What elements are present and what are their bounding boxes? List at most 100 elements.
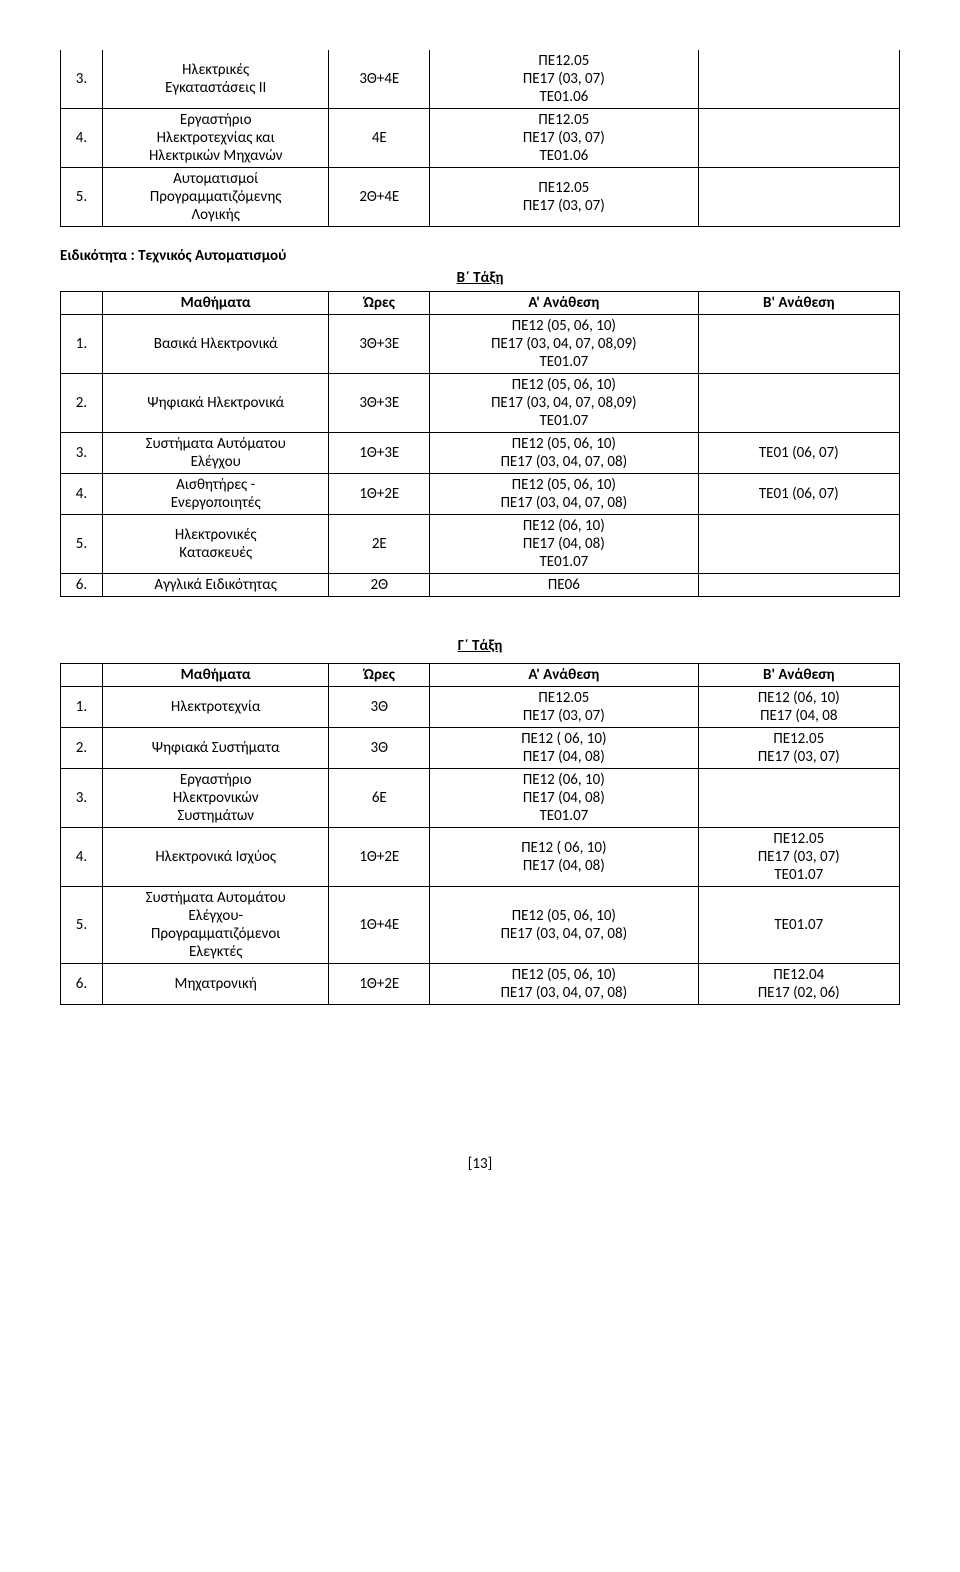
line: ΤΕ01.06	[539, 88, 588, 106]
row-num: 4.	[61, 474, 103, 515]
class-b-title: Β΄ Τάξη	[60, 269, 900, 287]
page-number: [13]	[60, 1155, 900, 1173]
header-math: Μαθήματα	[102, 664, 329, 687]
hours: 2Θ+4Ε	[329, 168, 430, 227]
line: Προγραμματιζόμενοι	[151, 925, 280, 943]
line: ΠΕ17 (03, 07)	[523, 197, 605, 215]
a-assignment: ΠΕ12.05 ΠΕ17 (03, 07)	[430, 687, 698, 728]
row-num: 4.	[61, 828, 103, 887]
line: Ελεγκτές	[189, 943, 242, 961]
line: ΤΕ01.07	[539, 412, 588, 430]
b-assignment: ΠΕ12.04 ΠΕ17 (02, 06)	[698, 964, 899, 1005]
line: ΠΕ12 (05, 06, 10)	[512, 317, 616, 335]
line: ΠΕ17 (03, 07)	[758, 748, 840, 766]
line: ΠΕ12 ( 06, 10)	[521, 730, 606, 748]
b-assignment	[698, 50, 899, 109]
line: Αισθητήρες -	[176, 476, 255, 494]
line: ΠΕ12 (05, 06, 10)	[512, 476, 616, 494]
line: ΠΕ12 (06, 10)	[758, 689, 840, 707]
line: ΤΕ01.07	[539, 553, 588, 571]
table-row: 3. Εργαστήριο Ηλεκτρονικών Συστημάτων 6Ε…	[61, 769, 900, 828]
hours: 1Θ+2Ε	[329, 964, 430, 1005]
table-row: 4. Εργαστήριο Ηλεκτροτεχνίας και Ηλεκτρι…	[61, 109, 900, 168]
row-num: 2.	[61, 728, 103, 769]
top-table: 3. Ηλεκτρικές Εγκαταστάσεις ΙΙ 3Θ+4Ε ΠΕ1…	[60, 50, 900, 227]
table-row: 4. Αισθητήρες - Ενεργοποιητές 1Θ+2Ε ΠΕ12…	[61, 474, 900, 515]
table-row: 1. Ηλεκτροτεχνία 3Θ ΠΕ12.05 ΠΕ17 (03, 07…	[61, 687, 900, 728]
b-assignment: ΠΕ12.05 ΠΕ17 (03, 07) ΤΕ01.07	[698, 828, 899, 887]
line: Εργαστήριο	[180, 111, 252, 129]
line: ΠΕ17 (03, 07)	[523, 707, 605, 725]
table-row: 2. Ψηφιακά Ηλεκτρονικά 3Θ+3Ε ΠΕ12 (05, 0…	[61, 374, 900, 433]
line: Ηλεκτρικές	[182, 61, 249, 79]
table-row: 5. Αυτοματισμοί Προγραμματιζόμενης Λογικ…	[61, 168, 900, 227]
line: ΠΕ12.04	[773, 966, 824, 984]
b-assignment: ΤΕ01 (06, 07)	[698, 433, 899, 474]
b-assignment	[698, 574, 899, 597]
subject-name: Ηλεκτρικές Εγκαταστάσεις ΙΙ	[102, 50, 329, 109]
line: ΠΕ12.05	[538, 179, 589, 197]
a-assignment: ΠΕ12 (06, 10) ΠΕ17 (04, 08) ΤΕ01.07	[430, 769, 698, 828]
line: Συστημάτων	[177, 807, 254, 825]
row-num: 6.	[61, 964, 103, 1005]
a-assignment: ΠΕ12 ( 06, 10) ΠΕ17 (04, 08)	[430, 828, 698, 887]
table-row: 3. Συστήματα Αυτόματου Ελέγχου 1Θ+3Ε ΠΕ1…	[61, 433, 900, 474]
row-num: 5.	[61, 887, 103, 964]
line: ΠΕ17 (04, 08)	[523, 789, 605, 807]
b-assignment	[698, 315, 899, 374]
line: ΠΕ17 (04, 08)	[523, 535, 605, 553]
a-assignment: ΠΕ12 (05, 06, 10) ΠΕ17 (03, 04, 07, 08)	[430, 474, 698, 515]
header-blank	[61, 292, 103, 315]
b-assignment	[698, 374, 899, 433]
line: Εργαστήριο	[180, 771, 252, 789]
line: Προγραμματιζόμενης	[150, 188, 282, 206]
subject-name: Αυτοματισμοί Προγραμματιζόμενης Λογικής	[102, 168, 329, 227]
line: Αυτοματισμοί	[173, 170, 258, 188]
line: ΠΕ17 (04, 08)	[523, 857, 605, 875]
a-assignment: ΠΕ12 ( 06, 10) ΠΕ17 (04, 08)	[430, 728, 698, 769]
line: ΠΕ17 (03, 07)	[523, 70, 605, 88]
line: ΠΕ12 ( 06, 10)	[521, 839, 606, 857]
b-assignment: ΤΕ01 (06, 07)	[698, 474, 899, 515]
subject-name: Εργαστήριο Ηλεκτροτεχνίας και Ηλεκτρικών…	[102, 109, 329, 168]
subject-name: Ψηφιακά Ηλεκτρονικά	[102, 374, 329, 433]
line: ΠΕ12.05	[773, 730, 824, 748]
table-row: 6. Μηχατρονική 1Θ+2Ε ΠΕ12 (05, 06, 10) Π…	[61, 964, 900, 1005]
subject-name: Αγγλικά Ειδικότητας	[102, 574, 329, 597]
header-row: Μαθήματα Ώρες Α' Ανάθεση Β' Ανάθεση	[61, 664, 900, 687]
row-num: 5.	[61, 515, 103, 574]
a-assignment: ΠΕ12 (06, 10) ΠΕ17 (04, 08) ΤΕ01.07	[430, 515, 698, 574]
line: ΠΕ17 (03, 04, 07, 08)	[501, 453, 628, 471]
header-hours: Ώρες	[329, 664, 430, 687]
line: ΤΕ01.06	[539, 147, 588, 165]
a-assignment: ΠΕ12 (05, 06, 10) ΠΕ17 (03, 04, 07, 08)	[430, 433, 698, 474]
b-assignment: ΤΕ01.07	[698, 887, 899, 964]
table-row: 1. Βασικά Ηλεκτρονικά 3Θ+3Ε ΠΕ12 (05, 06…	[61, 315, 900, 374]
row-num: 1.	[61, 687, 103, 728]
subject-name: Συστήματα Αυτόματου Ελέγχου	[102, 433, 329, 474]
b-assignment	[698, 168, 899, 227]
line: Ελέγχου-	[188, 907, 243, 925]
line: ΠΕ17 (03, 07)	[758, 848, 840, 866]
hours: 3Θ	[329, 687, 430, 728]
hours: 3Θ+4Ε	[329, 50, 430, 109]
line: ΠΕ12.05	[538, 111, 589, 129]
line: Ηλεκτροτεχνίας και	[157, 129, 275, 147]
line: ΤΕ01.07	[539, 807, 588, 825]
line: Εγκαταστάσεις ΙΙ	[165, 79, 266, 97]
a-assignment: ΠΕ12.05 ΠΕ17 (03, 07) ΤΕ01.06	[430, 109, 698, 168]
table-row: 5. Ηλεκτρονικές Κατασκευές 2Ε ΠΕ12 (06, …	[61, 515, 900, 574]
line: ΤΕ01.07	[774, 866, 823, 884]
speciality-title: Ειδικότητα : Τεχνικός Αυτοματισμού	[60, 247, 900, 265]
subject-name: Μηχατρονική	[102, 964, 329, 1005]
line: ΠΕ17 (03, 04, 07, 08,09)	[491, 394, 637, 412]
line: Ηλεκτρονικών	[173, 789, 259, 807]
line: ΠΕ12.05	[538, 689, 589, 707]
b-assignment	[698, 515, 899, 574]
hours: 1Θ+4Ε	[329, 887, 430, 964]
row-num: 5.	[61, 168, 103, 227]
hours: 4Ε	[329, 109, 430, 168]
a-assignment: ΠΕ12.05 ΠΕ17 (03, 07)	[430, 168, 698, 227]
line: Κατασκευές	[179, 544, 252, 562]
header-a: Α' Ανάθεση	[430, 664, 698, 687]
